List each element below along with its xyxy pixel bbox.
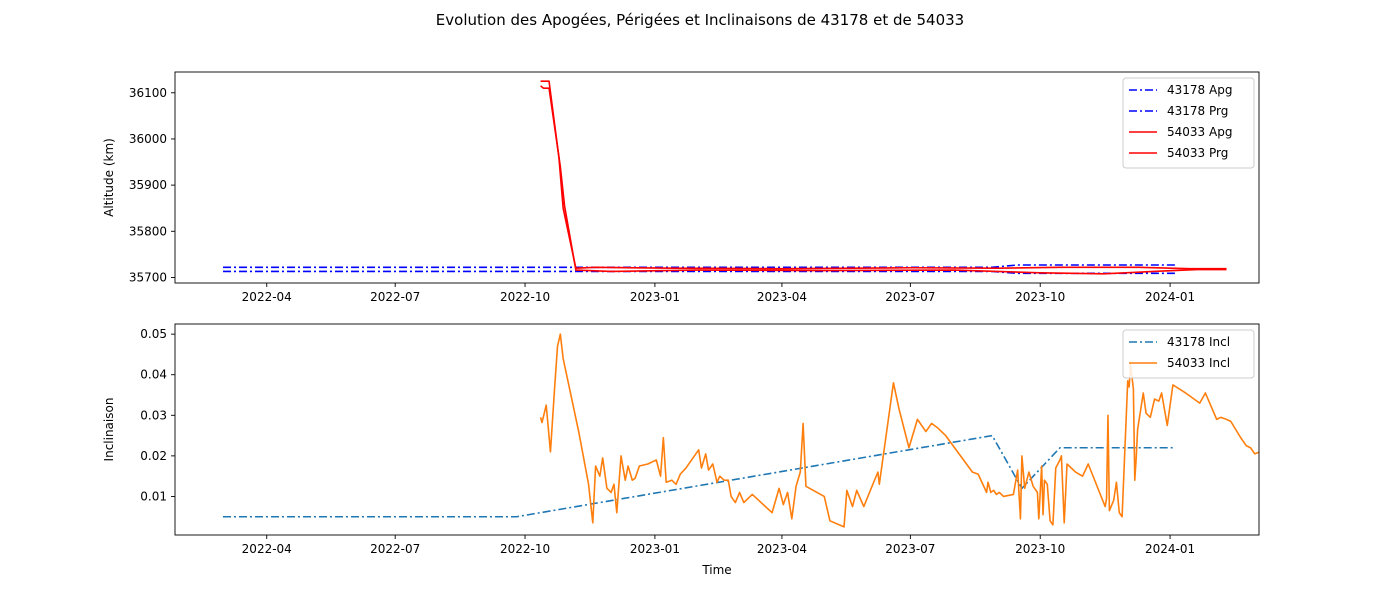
legend-entry: 54033 Incl [1167,356,1230,370]
legend-box [1122,77,1255,169]
x-tick-label: 2022-04 [242,290,292,304]
x-axis-label: Time [701,563,731,577]
x-tick-label: 2022-10 [500,290,550,304]
legend-entry: 43178 Apg [1167,83,1232,97]
inclination-panel: 2022-04 2022-07 2022-10 2023-01 2023-04 2023-… [102,323,1260,577]
x-tick-label: 2024-01 [1145,542,1195,556]
x-tick-label: 2023-04 [757,290,807,304]
y-tick-label: 35800 [129,224,167,238]
legend: 43178 Incl 54033 Incl [1122,329,1255,379]
legend: 43178 Apg 43178 Prg 54033 Apg 54033 Prg [1122,77,1255,169]
y-tick-label: 0.01 [140,489,167,503]
x-tick-label: 2022-10 [500,542,550,556]
x-tick-label: 2022-07 [370,542,420,556]
x-tick-label: 2023-10 [1015,542,1065,556]
y-tick-label: 0.02 [140,449,167,463]
x-tick-label: 2023-01 [630,542,680,556]
x-tick-label: 2024-01 [1145,290,1195,304]
figure-title: Evolution des Apogées, Périgées et Incli… [436,11,964,29]
x-tick-label: 2022-07 [370,290,420,304]
series-line-54033-incl [539,333,1259,528]
axes-frame [174,323,1260,536]
y-tick-label: 0.05 [140,327,167,341]
x-tick-label: 2023-10 [1015,290,1065,304]
y-tick-label: 0.03 [140,408,167,422]
y-tick-label: 0.04 [140,368,167,382]
x-tick-label: 2023-01 [630,290,680,304]
y-tick-label: 35700 [129,270,167,284]
legend-entry: 43178 Prg [1167,104,1228,118]
legend-entry: 43178 Incl [1167,335,1230,349]
y-axis-label: Altitude (km) [102,138,116,217]
axes-frame [174,71,1260,284]
x-tick-label: 2023-07 [885,542,935,556]
y-tick-label: 36000 [129,132,167,146]
legend-entry: 54033 Apg [1167,125,1232,139]
x-tick-label: 2023-07 [885,290,935,304]
legend-entry: 54033 Prg [1167,146,1228,160]
series-group [222,333,1259,528]
x-tick-label: 2022-04 [242,542,292,556]
altitude-panel: 2022-04 2022-07 2022-10 2023-01 2023-04 2023-… [102,71,1260,304]
legend-box [1122,329,1255,379]
series-line-43178-incl [222,434,1176,518]
y-tick-label: 35900 [129,178,167,192]
y-tick-label: 36100 [129,86,167,100]
x-tick-label: 2023-04 [757,542,807,556]
y-axis-label: Inclinaison [102,398,116,462]
series-line-54033-prg [540,85,1227,275]
series-group [222,80,1227,275]
